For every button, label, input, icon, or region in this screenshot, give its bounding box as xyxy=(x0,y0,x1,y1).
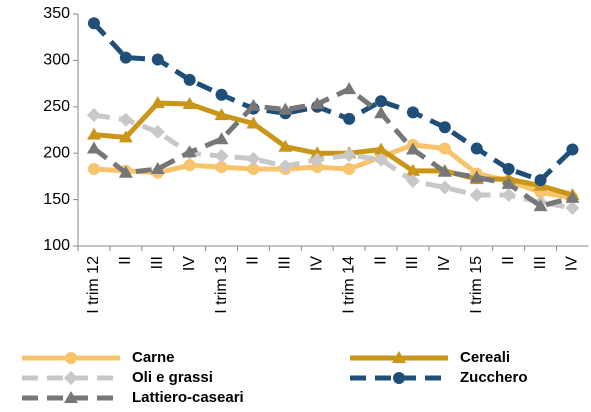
point xyxy=(310,152,325,167)
legend-label: Cereali xyxy=(460,349,510,366)
point xyxy=(565,200,580,215)
point xyxy=(437,180,452,195)
point xyxy=(183,73,196,86)
legend-marker xyxy=(393,372,405,384)
point xyxy=(182,97,197,110)
point xyxy=(502,162,515,175)
point xyxy=(118,130,133,143)
x-tick-label: III xyxy=(532,256,549,269)
point xyxy=(151,53,164,66)
point xyxy=(374,142,389,155)
point xyxy=(534,174,547,187)
x-tick-label: IV xyxy=(181,256,198,271)
point xyxy=(311,161,324,174)
y-tick-label: 150 xyxy=(43,191,70,208)
point xyxy=(150,124,165,139)
point xyxy=(405,174,420,189)
point xyxy=(86,127,101,140)
point xyxy=(406,106,419,119)
point xyxy=(469,170,484,183)
point xyxy=(119,51,132,64)
point xyxy=(310,146,325,159)
point xyxy=(533,199,548,212)
point xyxy=(343,162,356,175)
point xyxy=(118,112,133,127)
point xyxy=(215,88,228,101)
point xyxy=(374,152,389,167)
x-tick-label: III xyxy=(404,256,421,269)
series-line xyxy=(93,112,573,211)
x-tick-label: II xyxy=(372,256,389,265)
x-tick-label: IV xyxy=(436,256,453,271)
legend-marker xyxy=(64,391,78,403)
point xyxy=(565,190,580,203)
point xyxy=(501,187,516,202)
series-line xyxy=(92,86,574,209)
point xyxy=(246,98,261,111)
point xyxy=(438,142,451,155)
legend-label: Carne xyxy=(132,349,175,366)
point xyxy=(86,108,101,123)
point xyxy=(87,162,100,175)
point xyxy=(215,161,228,174)
point xyxy=(86,141,101,154)
legend-label: Oli e grassi xyxy=(132,369,213,386)
point xyxy=(405,163,420,176)
point xyxy=(438,121,451,134)
point xyxy=(343,112,356,125)
point xyxy=(374,106,389,119)
x-tick-label: II xyxy=(117,256,134,265)
point xyxy=(150,161,165,174)
point xyxy=(150,96,165,109)
x-tick-label: I trim 12 xyxy=(85,256,102,314)
legend-marker xyxy=(65,352,77,364)
legend-label: Zucchero xyxy=(460,369,528,386)
y-tick-label: 300 xyxy=(43,52,70,69)
x-tick-label: IV xyxy=(564,256,581,271)
point xyxy=(183,159,196,172)
x-tick-label: I trim 13 xyxy=(213,256,230,314)
x-tick-label: II xyxy=(245,256,262,265)
x-tick-label: I trim 14 xyxy=(340,256,357,314)
x-tick-label: I trim 15 xyxy=(468,256,485,314)
point xyxy=(214,132,229,145)
point xyxy=(246,116,261,129)
point xyxy=(469,187,484,202)
x-tick-label: III xyxy=(277,256,294,269)
point xyxy=(182,145,197,158)
point xyxy=(342,82,357,95)
point xyxy=(278,102,293,115)
x-tick-label: III xyxy=(149,256,166,269)
point xyxy=(375,95,388,108)
series-line xyxy=(93,100,574,198)
x-tick-label: II xyxy=(500,256,517,265)
point xyxy=(247,162,260,175)
point xyxy=(214,148,229,163)
y-tick-label: 250 xyxy=(43,98,70,115)
point xyxy=(214,108,229,121)
y-tick-label: 350 xyxy=(43,5,70,22)
point xyxy=(246,151,261,166)
y-tick-label: 100 xyxy=(43,237,70,254)
point xyxy=(310,97,325,110)
point xyxy=(118,165,133,178)
legend-marker xyxy=(64,371,78,385)
point xyxy=(278,159,293,174)
point xyxy=(342,148,357,163)
point xyxy=(87,17,100,30)
point xyxy=(405,142,420,155)
legend-marker xyxy=(392,351,406,363)
point xyxy=(278,139,293,152)
legend-label: Lattiero-caseari xyxy=(132,389,244,406)
point xyxy=(566,143,579,156)
y-tick-label: 200 xyxy=(43,144,70,161)
x-tick-label: IV xyxy=(308,256,325,271)
point xyxy=(501,176,516,189)
point xyxy=(470,142,483,155)
point xyxy=(437,164,452,177)
